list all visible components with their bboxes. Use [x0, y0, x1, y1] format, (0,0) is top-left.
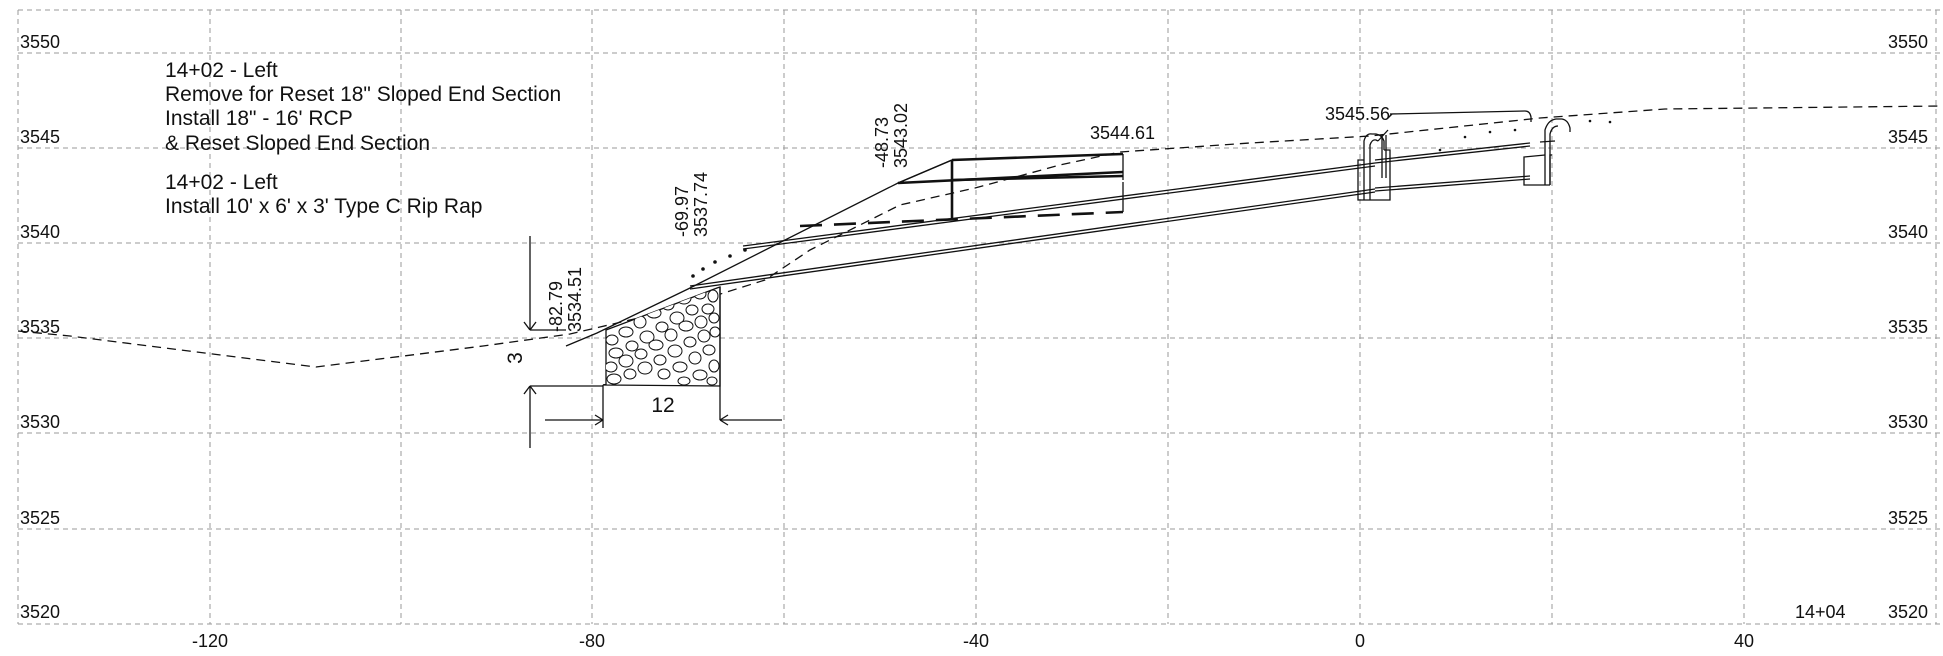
y-right-label: 3545 [1888, 127, 1928, 147]
rip-rap [602, 286, 721, 428]
proposed-slope-line [565, 159, 953, 347]
y-left-label: 3530 [20, 412, 60, 432]
point-labels: -82.79 3534.51 -69.97 3537.74 -48.73 354… [546, 103, 911, 332]
y-left-label: 3535 [20, 317, 60, 337]
pt2-offset: -69.97 [672, 186, 692, 237]
pt3-elev: 3543.02 [891, 103, 911, 168]
notes-block-1: 14+02 - Left Remove for Reset 18" Sloped… [165, 59, 561, 155]
grid [17, 9, 1943, 625]
elev-label-3545: 3545.56 [1325, 104, 1390, 124]
x-label: 0 [1355, 631, 1365, 651]
rcp-pipe [689, 135, 1556, 290]
note-line: Install 18" - 16' RCP [165, 107, 353, 130]
y-right-label: 3535 [1888, 317, 1928, 337]
road-crown [1387, 110, 1532, 122]
width-label: 12 [651, 394, 674, 417]
pt1-offset: -82.79 [546, 281, 566, 332]
y-left-label: 3550 [20, 32, 60, 52]
y-axis-left-labels: 3550 3545 3540 3535 3530 3525 3520 [20, 32, 60, 622]
elev-label-3544: 3544.61 [1090, 123, 1155, 143]
slope-dots [691, 119, 1612, 278]
y-left-label: 3545 [20, 127, 60, 147]
x-axis-labels: -120 -80 -40 0 40 [192, 631, 1754, 651]
depth-dimension: 3 [504, 236, 603, 448]
y-right-label: 3540 [1888, 222, 1928, 242]
x-label: 40 [1734, 631, 1754, 651]
y-axis-right-labels: 3550 3545 3540 3535 3530 3525 3520 [1888, 32, 1928, 622]
existing-ground-line [17, 105, 1943, 368]
note-line: Remove for Reset 18" Sloped End Section [165, 83, 561, 106]
note-line: 14+02 - Left [165, 59, 278, 82]
pt3-offset: -48.73 [872, 117, 892, 168]
station-label: 14+04 [1795, 602, 1846, 622]
depth-label: 3 [504, 352, 527, 364]
y-left-label: 3540 [20, 222, 60, 242]
slope-top-line [897, 159, 953, 184]
x-label: -120 [192, 631, 228, 651]
y-right-label: 3520 [1888, 602, 1928, 622]
inlet-structure-right [1523, 118, 1571, 186]
note-line: 14+02 - Left [165, 171, 278, 194]
inlet-structure-left [1357, 129, 1391, 201]
width-dimension: 12 [545, 394, 782, 426]
y-right-label: 3530 [1888, 412, 1928, 432]
note-line: & Reset Sloped End Section [165, 132, 430, 155]
y-right-label: 3525 [1888, 508, 1928, 528]
x-label: -80 [579, 631, 605, 651]
pt2-elev: 3537.74 [691, 172, 711, 237]
x-label: -40 [963, 631, 989, 651]
notes-block-2: 14+02 - Left Install 10' x 6' x 3' Type … [165, 171, 482, 218]
y-left-label: 3525 [20, 508, 60, 528]
sloped-end-section [799, 152, 1124, 228]
note-line: Install 10' x 6' x 3' Type C Rip Rap [165, 195, 482, 218]
y-right-label: 3550 [1888, 32, 1928, 52]
y-left-label: 3520 [20, 602, 60, 622]
pt1-elev: 3534.51 [565, 267, 585, 332]
